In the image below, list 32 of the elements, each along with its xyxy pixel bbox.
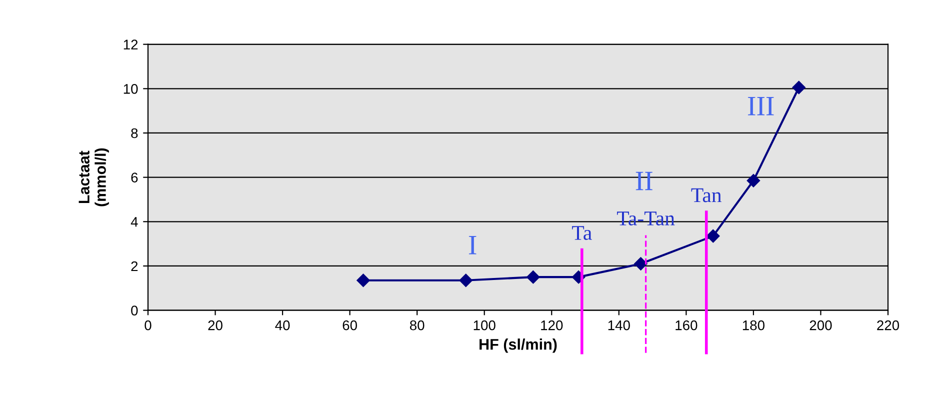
point — [526, 270, 540, 284]
y-axis-title: Lactaat (mmol/l) — [78, 148, 109, 206]
point — [459, 274, 472, 287]
y-tick-label: 2 — [131, 261, 138, 272]
x-tick-label: 120 — [541, 320, 563, 330]
x-tick-label: 80 — [410, 320, 424, 330]
point — [792, 80, 806, 94]
y-tick-label: 6 — [131, 172, 138, 182]
x-tick-label: 0 — [144, 320, 152, 330]
x-tick-label: 160 — [676, 320, 698, 330]
x-tick-label: 220 — [877, 320, 900, 330]
ref-line-label: Ta — [572, 226, 592, 240]
x-tick-label: 100 — [474, 320, 496, 330]
point — [746, 174, 760, 188]
x-tick-label: 20 — [208, 320, 222, 330]
x-axis-title: HF (sl/min) — [480, 338, 557, 353]
x-tick-label: 40 — [275, 320, 290, 330]
ref-line-label: Tan — [691, 188, 722, 202]
x-tick-label: 180 — [742, 320, 764, 330]
point — [634, 257, 648, 270]
x-tick-label: 60 — [342, 320, 357, 330]
point — [706, 229, 720, 243]
x-tick-label: 200 — [810, 320, 832, 330]
point — [356, 274, 370, 287]
y-tick-label: 10 — [124, 84, 138, 94]
annotation: III — [748, 97, 774, 116]
y-tick-label: 12 — [124, 40, 138, 50]
annotation: I — [468, 236, 476, 254]
y-tick-label: 4 — [130, 217, 138, 227]
y-tick-label: 8 — [131, 128, 138, 138]
x-tick-label: 140 — [608, 320, 630, 330]
y-tick-label: 0 — [131, 306, 138, 316]
